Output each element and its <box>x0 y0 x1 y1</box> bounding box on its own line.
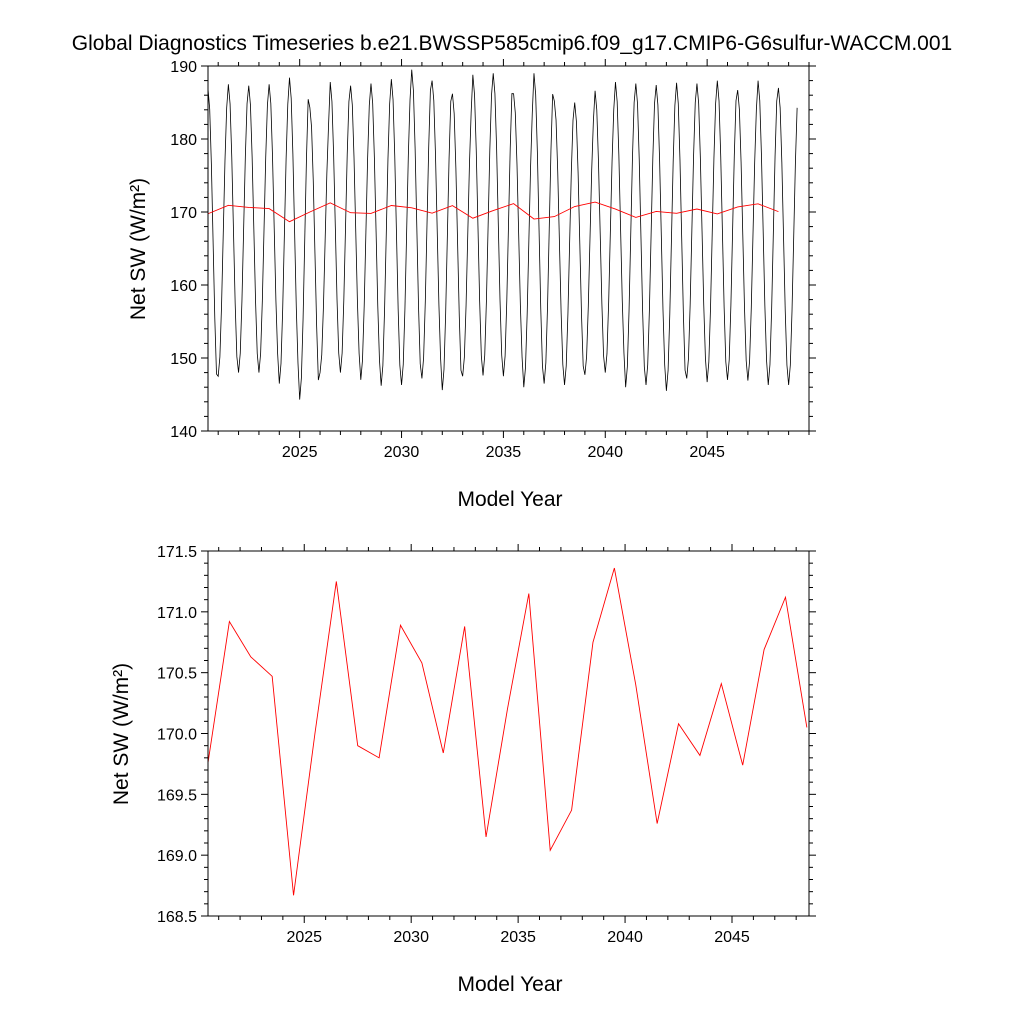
bottom-panel-x-axis-label: Model Year <box>457 973 562 996</box>
bottom-panel-y-axis-label: Net SW (W/m²) <box>110 663 133 805</box>
x-tick-label: 2030 <box>384 444 420 461</box>
y-tick-label: 190 <box>170 59 197 76</box>
x-tick-label: 2030 <box>393 929 429 946</box>
bottom-panel-annual-line <box>207 567 808 896</box>
x-tick-label: 2025 <box>286 929 322 946</box>
annual-mean-net-sw-line <box>207 201 779 223</box>
top-panel-tick-labels: 2025 2030 2035 2040 2045 140 150 160 170 180 190 <box>170 59 725 461</box>
bottom-panel: 2025 2030 2035 2040 2045 168.5 169.0 169.5 170.0… <box>110 544 816 996</box>
y-tick-label: 170 <box>170 205 197 222</box>
top-panel-monthly-line <box>207 69 798 400</box>
y-tick-label: 171.0 <box>157 605 197 622</box>
x-tick-label: 2035 <box>500 929 536 946</box>
y-tick-label: 171.5 <box>157 544 197 561</box>
x-tick-label: 2040 <box>607 929 643 946</box>
y-tick-label: 168.5 <box>157 909 197 926</box>
y-tick-label: 169.5 <box>157 787 197 804</box>
bottom-panel-frame <box>207 550 810 917</box>
y-tick-label: 169.0 <box>157 848 197 865</box>
top-panel-frame <box>207 65 810 432</box>
top-panel-ticks <box>201 59 816 438</box>
bottom-panel-ticks <box>201 544 816 923</box>
y-tick-label: 160 <box>170 278 197 295</box>
y-tick-label: 150 <box>170 351 197 368</box>
top-panel-x-axis-label: Model Year <box>457 488 562 511</box>
chart-title: Global Diagnostics Timeseries b.e21.BWSS… <box>72 32 952 55</box>
bottom-panel-tick-labels: 2025 2030 2035 2040 2045 168.5 169.0 169.5 170.0… <box>157 544 750 946</box>
y-tick-label: 170.5 <box>157 666 197 683</box>
top-panel-annual-line <box>207 201 779 223</box>
top-panel-y-axis-label: Net SW (W/m²) <box>127 178 150 320</box>
x-tick-label: 2035 <box>486 444 522 461</box>
x-tick-label: 2040 <box>587 444 623 461</box>
y-tick-label: 140 <box>170 424 197 441</box>
x-tick-label: 2045 <box>714 929 750 946</box>
y-tick-label: 170.0 <box>157 727 197 744</box>
top-panel: 2025 2030 2035 2040 2045 140 150 160 170 180 190 M… <box>127 59 816 511</box>
annual-mean-net-sw-line <box>207 567 808 896</box>
monthly-net-sw-line <box>207 69 798 400</box>
y-tick-label: 180 <box>170 132 197 149</box>
x-tick-label: 2025 <box>282 444 318 461</box>
x-tick-label: 2045 <box>689 444 725 461</box>
